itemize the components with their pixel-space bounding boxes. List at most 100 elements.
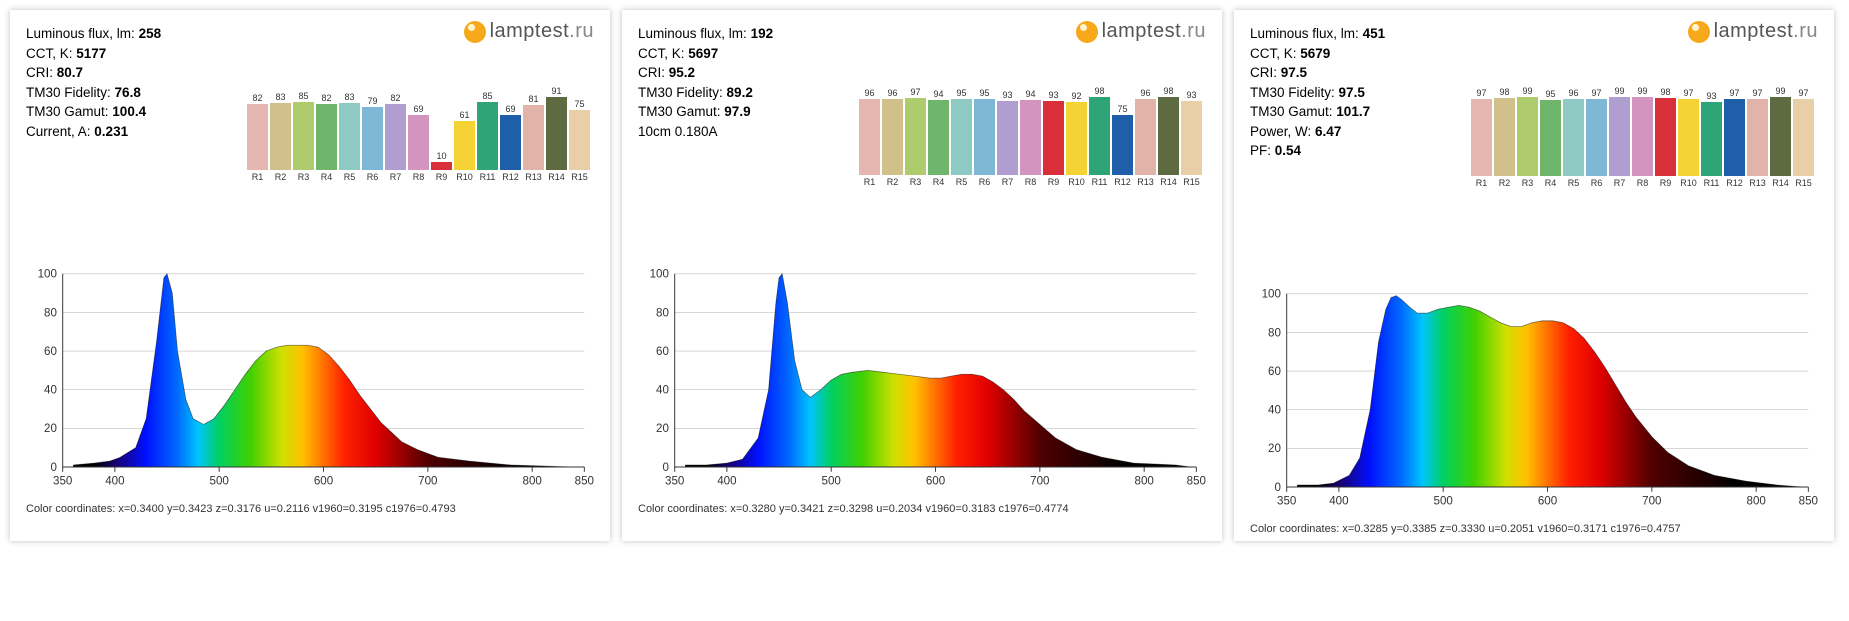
cri-column: 83R2 <box>270 92 291 181</box>
metric-value: 6.47 <box>1315 124 1341 139</box>
cri-value-label: 92 <box>1071 91 1081 101</box>
bulb-icon <box>1688 21 1710 43</box>
cri-value-label: 98 <box>1660 87 1670 97</box>
cri-value-label: 75 <box>574 99 584 109</box>
logo-main: lamptest <box>1714 20 1794 42</box>
svg-text:100: 100 <box>1262 289 1281 301</box>
cri-bar <box>316 104 337 170</box>
svg-text:0: 0 <box>1274 482 1280 494</box>
metric-value: 97.5 <box>1281 65 1307 80</box>
cri-value-label: 97 <box>1591 88 1601 98</box>
metric-label: Luminous flux, lm: <box>26 26 135 41</box>
cri-column: 97R13 <box>1747 88 1768 189</box>
svg-text:600: 600 <box>314 476 333 488</box>
metric-line: 10cm 0.180A <box>638 122 803 142</box>
metric-label: Luminous flux, lm: <box>638 26 747 41</box>
cri-value-label: 96 <box>887 88 897 98</box>
metric-label: CRI: <box>638 65 665 80</box>
bulb-icon <box>1076 21 1098 43</box>
metric-line: Luminous flux, lm: 192 <box>638 24 803 44</box>
cri-column: 82R1 <box>247 93 268 182</box>
cri-axis-label: R2 <box>275 172 287 182</box>
cri-bar-chart: 96R196R297R394R495R595R693R794R893R992R1… <box>859 86 1202 187</box>
cri-value-label: 82 <box>321 93 331 103</box>
cri-axis-label: R9 <box>436 172 448 182</box>
cri-axis-label: R12 <box>502 172 519 182</box>
metric-label: 10cm 0.180A <box>638 124 718 139</box>
cri-column: 98R11 <box>1089 86 1110 187</box>
svg-text:100: 100 <box>38 269 57 281</box>
cri-value-label: 96 <box>1568 88 1578 98</box>
cri-bar <box>1609 97 1630 176</box>
spectrum-chart: 020406080100350400500600700800850 <box>1250 281 1818 521</box>
cri-bar <box>1089 97 1110 175</box>
svg-text:800: 800 <box>523 476 542 488</box>
metric-line: CCT, K: 5697 <box>638 44 803 64</box>
svg-text:0: 0 <box>50 462 56 474</box>
cri-bar <box>1655 98 1676 176</box>
svg-text:400: 400 <box>105 476 124 488</box>
cri-column: 95R5 <box>951 88 972 187</box>
metric-line: CRI: 97.5 <box>1250 63 1415 83</box>
cri-column: 97R3 <box>905 87 926 188</box>
cri-bar <box>1066 102 1087 176</box>
report-panel: Luminous flux, lm: 192CCT, K: 5697CRI: 9… <box>622 10 1222 541</box>
cri-axis-label: R15 <box>1183 177 1200 187</box>
svg-text:60: 60 <box>1268 366 1281 378</box>
color-coordinates: Color coordinates: x=0.3400 y=0.3423 z=0… <box>26 503 594 515</box>
metric-line: Current, A: 0.231 <box>26 122 191 142</box>
cri-bar <box>997 101 1018 175</box>
cri-bar <box>546 97 567 170</box>
cri-axis-label: R11 <box>1704 178 1720 188</box>
cri-value-label: 85 <box>482 91 492 101</box>
metric-value: 76.8 <box>115 85 141 100</box>
svg-text:350: 350 <box>1277 495 1296 507</box>
cri-axis-label: R8 <box>413 172 425 182</box>
cri-bar <box>1586 99 1607 177</box>
metric-label: CCT, K: <box>26 46 73 61</box>
metric-label: CCT, K: <box>638 46 685 61</box>
metric-line: CCT, K: 5679 <box>1250 44 1415 64</box>
cri-column: 85R3 <box>293 91 314 182</box>
metric-line: TM30 Fidelity: 89.2 <box>638 83 803 103</box>
cri-value-label: 99 <box>1614 86 1624 96</box>
metric-value: 0.54 <box>1275 143 1301 158</box>
cri-axis-label: R6 <box>367 172 379 182</box>
cri-value-label: 83 <box>344 92 354 102</box>
cri-axis-label: R4 <box>933 177 945 187</box>
cri-axis-label: R7 <box>390 172 402 182</box>
cri-axis-label: R5 <box>1568 178 1580 188</box>
cri-value-label: 97 <box>1729 88 1739 98</box>
cri-axis-label: R3 <box>1522 178 1534 188</box>
metric-label: CRI: <box>1250 65 1277 80</box>
logo-suffix: .ru <box>1793 20 1818 42</box>
cri-column: 97R15 <box>1793 88 1814 189</box>
cri-bar <box>1043 101 1064 175</box>
metric-label: TM30 Fidelity: <box>638 85 723 100</box>
cri-axis-label: R8 <box>1637 178 1649 188</box>
metric-value: 95.2 <box>669 65 695 80</box>
svg-text:800: 800 <box>1747 495 1766 507</box>
cri-axis-label: R6 <box>1591 178 1603 188</box>
cri-value-label: 91 <box>551 86 561 96</box>
metric-line: TM30 Gamut: 101.7 <box>1250 102 1415 122</box>
cri-bar <box>1632 97 1653 176</box>
cri-column: 97R12 <box>1724 88 1745 189</box>
cri-bar <box>928 100 949 175</box>
cri-bar <box>385 104 406 170</box>
svg-text:80: 80 <box>44 308 57 320</box>
cri-column: 92R10 <box>1066 91 1087 188</box>
cri-axis-label: R12 <box>1114 177 1131 187</box>
report-panel: Luminous flux, lm: 258CCT, K: 5177CRI: 8… <box>10 10 610 541</box>
cri-column: 96R1 <box>859 88 880 188</box>
svg-text:850: 850 <box>575 476 594 488</box>
metric-label: CRI: <box>26 65 53 80</box>
cri-value-label: 61 <box>459 110 469 120</box>
cri-bar <box>1770 97 1791 176</box>
svg-text:20: 20 <box>1268 443 1281 455</box>
cri-column: 97 R6 <box>1586 88 1607 189</box>
cri-column: 97R10 <box>1678 88 1699 189</box>
metric-line: CCT, K: 5177 <box>26 44 191 64</box>
cri-bar <box>1020 100 1041 175</box>
cri-axis-label: R15 <box>1795 178 1812 188</box>
